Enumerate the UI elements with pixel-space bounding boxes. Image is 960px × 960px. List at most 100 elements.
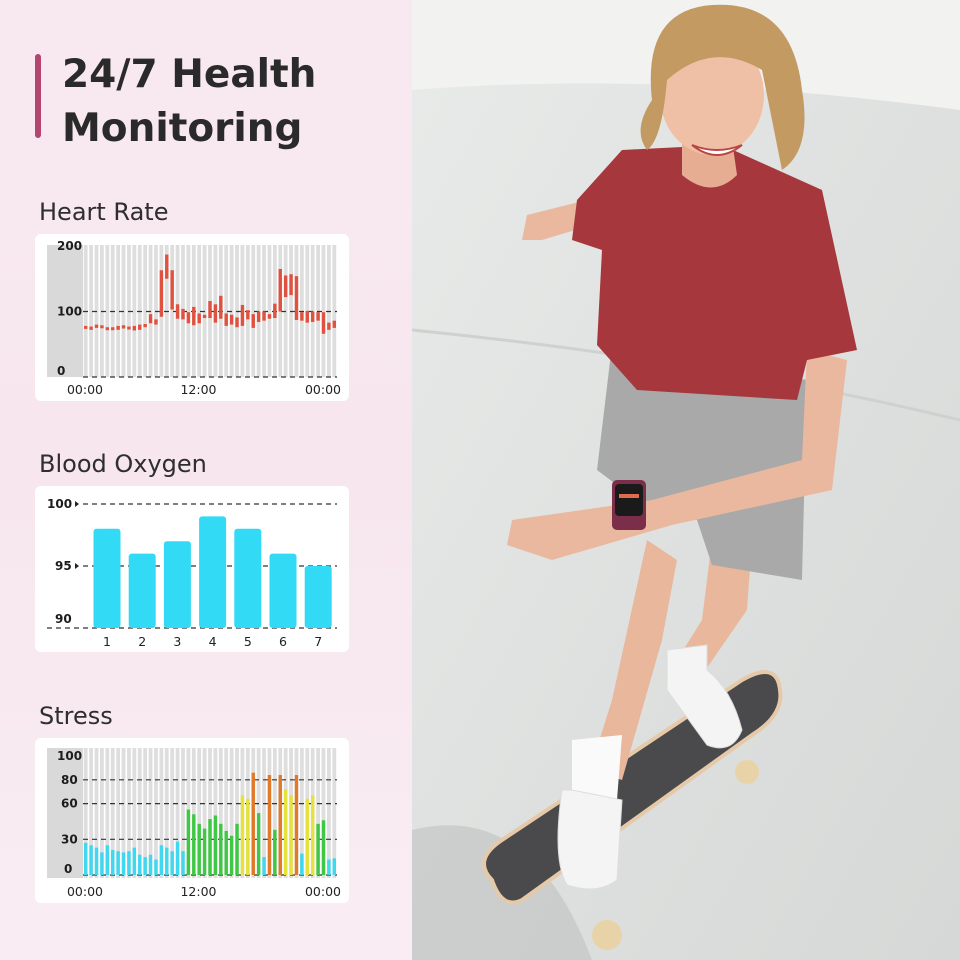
column-stripe <box>332 245 337 377</box>
stress-bar <box>186 809 191 875</box>
blood-oxygen-label: Blood Oxygen <box>39 450 207 478</box>
y-tick-label: 100 <box>57 749 82 763</box>
column-stripe <box>235 748 239 878</box>
right-shoe <box>666 644 743 749</box>
blood-oxygen-chart: 100 95 90 1 2 3 4 5 6 7 <box>47 497 337 649</box>
stress-bar <box>289 795 293 875</box>
x-tick-label: 00:00 <box>305 382 341 397</box>
heart-rate-bar <box>273 303 277 319</box>
stress-bar <box>154 859 158 875</box>
stress-chart: 100 80 60 30 0 00:00 12:00 00:00 <box>47 748 341 899</box>
left-shoe <box>557 789 623 890</box>
column-stripe <box>143 245 148 377</box>
heart-rate-bar <box>278 268 282 312</box>
title-line-2: Monitoring <box>62 106 303 151</box>
stress-label: Stress <box>39 702 113 730</box>
blood-oxygen-bar <box>269 553 297 628</box>
y-tick-label: 100 <box>57 305 82 319</box>
x-tick-label: 1 <box>103 634 111 649</box>
y-tick-label: 95 <box>55 559 72 573</box>
stress-bar <box>235 823 239 875</box>
column-stripe <box>132 748 137 878</box>
heart-rate-bar <box>121 325 126 329</box>
stress-bar <box>332 858 336 875</box>
stress-bar <box>327 859 331 875</box>
column-stripe <box>267 245 272 377</box>
column-stripe <box>224 748 229 878</box>
girl-skateboarding-photo <box>412 0 960 960</box>
stress-card: 100 80 60 30 0 00:00 12:00 00:00 <box>35 738 349 903</box>
stress-bar <box>294 775 299 875</box>
stress-bar <box>105 845 110 875</box>
stress-bar <box>138 854 142 875</box>
column-stripe <box>170 245 175 377</box>
column-stripe <box>170 748 175 878</box>
stress-bar <box>111 850 115 875</box>
blood-oxygen-bar <box>304 566 332 628</box>
hair <box>640 4 805 170</box>
stress-bar <box>246 798 250 875</box>
x-tick-label: 3 <box>173 634 181 649</box>
x-tick-label: 00:00 <box>305 884 341 899</box>
column-stripe <box>299 748 304 878</box>
stress-bar <box>208 819 212 875</box>
heart-rate-bar <box>262 311 266 321</box>
heart-rate-bar <box>170 270 174 310</box>
x-tick-label: 12:00 <box>180 382 216 397</box>
left-panel: 24/7 Health Monitoring Heart Rate 200 100… <box>0 0 412 960</box>
heart-rate-bar <box>310 311 315 322</box>
stress-bar <box>94 847 99 875</box>
heart-rate-bar <box>316 312 320 321</box>
heart-rate-bar <box>283 275 288 298</box>
column-stripe <box>181 748 185 878</box>
stress-bar <box>278 775 282 875</box>
heart-rate-bar <box>213 304 218 323</box>
stress-bar <box>89 845 93 875</box>
stress-bar <box>116 851 120 875</box>
heart-rate-bar <box>116 325 120 330</box>
column-stripe <box>132 245 137 377</box>
column-stripe <box>229 748 234 878</box>
y-tick-label: 0 <box>57 364 65 378</box>
heart-rate-label: Heart Rate <box>39 198 169 226</box>
stress-bar <box>316 823 320 875</box>
heart-rate-bar <box>165 254 169 279</box>
column-stripe <box>100 748 104 878</box>
page-title: 24/7 Health Monitoring <box>62 48 316 156</box>
x-tick-label: 00:00 <box>67 382 103 397</box>
blood-oxygen-bar <box>163 541 191 628</box>
heart-rate-bar <box>219 295 223 319</box>
heart-rate-card: 200 100 0 00:00 12:00 00:00 <box>35 234 349 401</box>
stress-bar <box>148 854 153 875</box>
blood-oxygen-card: 100 95 90 1 2 3 4 5 6 7 <box>35 486 349 652</box>
title-line-1: 24/7 Health <box>62 52 317 97</box>
heart-rate-bar <box>181 308 185 320</box>
stress-bar <box>305 798 309 875</box>
heart-rate-bar <box>159 270 164 317</box>
heart-rate-bar <box>175 304 180 319</box>
y-tick-label: 60 <box>61 797 78 811</box>
heart-rate-bar <box>251 314 255 328</box>
column-stripe <box>316 748 320 878</box>
column-stripe <box>89 748 94 878</box>
stress-bar <box>283 789 288 875</box>
heart-rate-bar <box>192 306 196 326</box>
heart-rate-bar <box>300 312 304 321</box>
axis-band <box>47 245 83 377</box>
column-stripe <box>326 748 331 878</box>
stress-bar <box>165 847 169 875</box>
column-stripe <box>121 748 126 878</box>
stress-bar <box>229 835 234 875</box>
stress-bar <box>192 814 196 875</box>
column-stripe <box>148 748 153 878</box>
x-tick-label: 5 <box>244 634 252 649</box>
y-tick-label: 30 <box>61 832 78 846</box>
y-tick-label: 100 <box>47 497 72 511</box>
heart-rate-bar <box>100 325 104 329</box>
stress-bar <box>100 852 104 875</box>
stress-bar <box>213 815 218 875</box>
column-stripe <box>137 748 142 878</box>
tick-arrow-icon <box>75 501 79 507</box>
column-stripe <box>105 748 110 878</box>
